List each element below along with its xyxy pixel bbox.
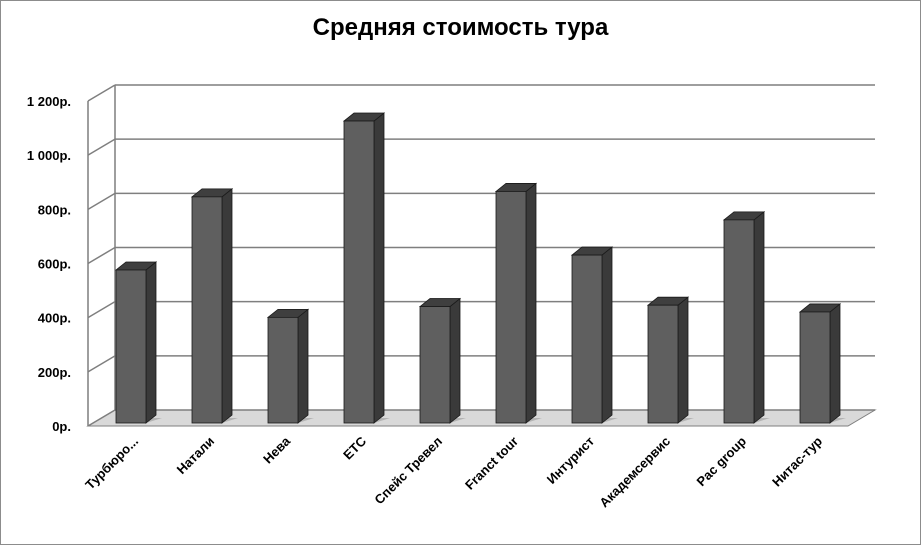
bar-front — [115, 269, 147, 424]
x-tick-label: Нева — [260, 433, 294, 467]
side-gridline — [87, 301, 116, 319]
bar — [646, 296, 694, 424]
x-tick-label: Интурист — [544, 434, 597, 487]
bar — [494, 182, 542, 424]
bar-side — [829, 303, 841, 424]
bar — [722, 211, 770, 424]
x-tick-label: Спейс Тревел — [371, 434, 445, 508]
y-tick-label: 1 200р. — [27, 94, 71, 109]
bar — [190, 188, 238, 424]
y-tick-label: 1 000р. — [27, 148, 71, 163]
bar-front — [495, 191, 527, 424]
bar-side — [221, 188, 233, 424]
side-gridline — [87, 138, 116, 156]
side-gridline — [87, 192, 116, 210]
bar-front — [571, 254, 603, 424]
x-tick-label: Турбюро... — [82, 434, 141, 493]
bar — [266, 308, 314, 424]
bar-side — [677, 296, 689, 424]
bar-side — [525, 182, 537, 424]
side-gridline — [87, 246, 116, 265]
bar-side — [145, 261, 157, 424]
bar — [114, 261, 162, 424]
bar-front — [191, 196, 223, 424]
bar-front — [267, 316, 299, 424]
x-tick-label: ETC — [340, 433, 369, 462]
side-gridline — [87, 409, 116, 427]
bar — [418, 297, 466, 424]
bar-side — [753, 211, 765, 424]
bar-side — [297, 308, 309, 424]
bar-front — [343, 120, 375, 424]
x-tick-label: Нитас-тур — [769, 433, 825, 489]
side-gridline — [87, 355, 116, 373]
bar — [798, 303, 846, 424]
bar-side — [373, 112, 385, 424]
x-tick-label: Натали — [174, 434, 217, 477]
chart-title: Средняя стоимость тура — [312, 14, 609, 41]
x-tick-label: Franct tour — [462, 434, 521, 493]
bar-front — [799, 311, 831, 424]
side-gridline — [87, 84, 116, 102]
bar-side — [601, 246, 613, 424]
bar-front — [419, 306, 451, 424]
y-tick-label: 0р. — [52, 419, 71, 434]
y-tick-label: 400р. — [38, 311, 71, 326]
bar — [570, 246, 618, 424]
y-tick-label: 800р. — [38, 202, 71, 217]
y-tick-label: 200р. — [38, 365, 71, 380]
bar — [342, 112, 390, 424]
x-tick-label: Pac group — [694, 433, 750, 489]
x-tick-label: Академсервис — [596, 434, 673, 511]
bar-front — [723, 219, 755, 424]
y-tick-label: 600р. — [38, 257, 71, 272]
bar-front — [647, 304, 679, 424]
bar-side — [449, 297, 461, 424]
